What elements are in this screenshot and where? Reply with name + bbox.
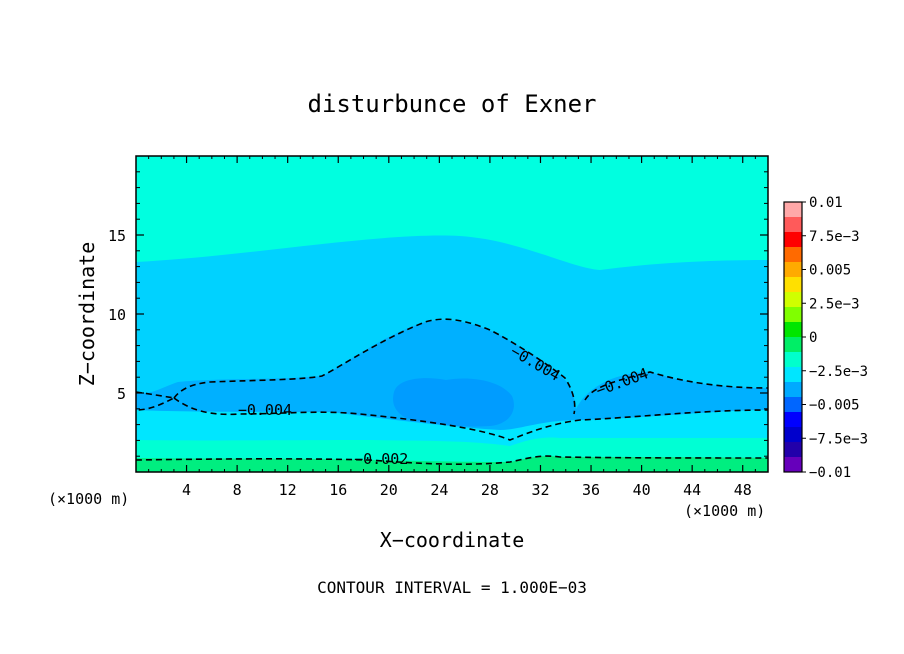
colorbar-band bbox=[784, 232, 802, 248]
colorbar-label: −7.5e−3 bbox=[809, 431, 868, 447]
colorbar-band bbox=[784, 352, 802, 368]
colorbar-band bbox=[784, 337, 802, 353]
colorbar-label: 0.01 bbox=[809, 195, 843, 211]
contour-interval-footer: CONTOUR INTERVAL = 1.000E−03 bbox=[317, 578, 587, 597]
colorbar-label: −2.5e−3 bbox=[809, 364, 868, 380]
x-axis-label: X−coordinate bbox=[380, 528, 525, 552]
x-tick-label: 24 bbox=[430, 481, 448, 499]
colorbar-band bbox=[784, 262, 802, 278]
contour-label: −0.004 bbox=[238, 401, 292, 419]
colorbar-band bbox=[784, 382, 802, 398]
y-tick-label: 5 bbox=[117, 385, 126, 403]
x-tick-label: 48 bbox=[734, 481, 752, 499]
colorbar-label: 7.5e−3 bbox=[809, 229, 860, 245]
colorbar-label: −0.01 bbox=[809, 465, 851, 481]
colorbar-band bbox=[784, 307, 802, 323]
colorbar-band bbox=[784, 442, 802, 458]
y-tick-label: 10 bbox=[108, 306, 126, 324]
colorbar-band bbox=[784, 292, 802, 308]
y-axis-label: Z−coordinate bbox=[75, 242, 99, 387]
colorbar-band bbox=[784, 277, 802, 293]
colorbar-band bbox=[784, 427, 802, 443]
colorbar: 0.01 7.5e−3 0.005 2.5e−3 0 −2.5e−3 −0.005 −7.5e… bbox=[783, 195, 868, 481]
colorbar-label: −0.005 bbox=[809, 398, 860, 414]
colorbar-band bbox=[784, 217, 802, 233]
y-tick-label: 15 bbox=[108, 227, 126, 245]
contour-lines bbox=[135, 318, 769, 465]
x-tick-label: 44 bbox=[683, 481, 701, 499]
x-tick-label: 36 bbox=[582, 481, 600, 499]
x-unit-left: (×1000 m) bbox=[48, 490, 129, 508]
colorbar-band bbox=[784, 397, 802, 413]
x-tick-label: 40 bbox=[633, 481, 651, 499]
x-tick-label: 28 bbox=[481, 481, 499, 499]
colorbar-label: 0 bbox=[809, 330, 817, 346]
colorbar-band bbox=[784, 247, 802, 263]
plot-fill-core-inner bbox=[393, 378, 514, 427]
x-tick-label: 16 bbox=[329, 481, 347, 499]
x-tick-label: 32 bbox=[531, 481, 549, 499]
x-tick-label: 8 bbox=[233, 481, 242, 499]
colorbar-label: 0.005 bbox=[809, 263, 851, 279]
colorbar-label: 2.5e−3 bbox=[809, 296, 860, 312]
chart-title: disturbunce of Exner bbox=[308, 90, 597, 118]
x-tick-label: 12 bbox=[279, 481, 297, 499]
plot-area: −0.004−0.004 −0.004−0.002 4 8 12 16 20 24 28 32 3… bbox=[108, 155, 769, 499]
x-unit-right: (×1000 m) bbox=[684, 502, 765, 520]
contour-line-left-edge bbox=[135, 391, 177, 411]
contour-line-upper bbox=[173, 318, 576, 415]
x-tick-label: 4 bbox=[182, 481, 191, 499]
colorbar-band bbox=[784, 412, 802, 428]
contour-line-right-cell bbox=[584, 371, 769, 401]
contour-label: −0.002 bbox=[354, 450, 408, 468]
colorbar-band bbox=[784, 367, 802, 383]
colorbar-band bbox=[784, 457, 802, 473]
x-tick-label: 20 bbox=[380, 481, 398, 499]
colorbar-band bbox=[784, 202, 802, 218]
colorbar-band bbox=[784, 322, 802, 338]
contour-line-lower bbox=[173, 397, 769, 441]
